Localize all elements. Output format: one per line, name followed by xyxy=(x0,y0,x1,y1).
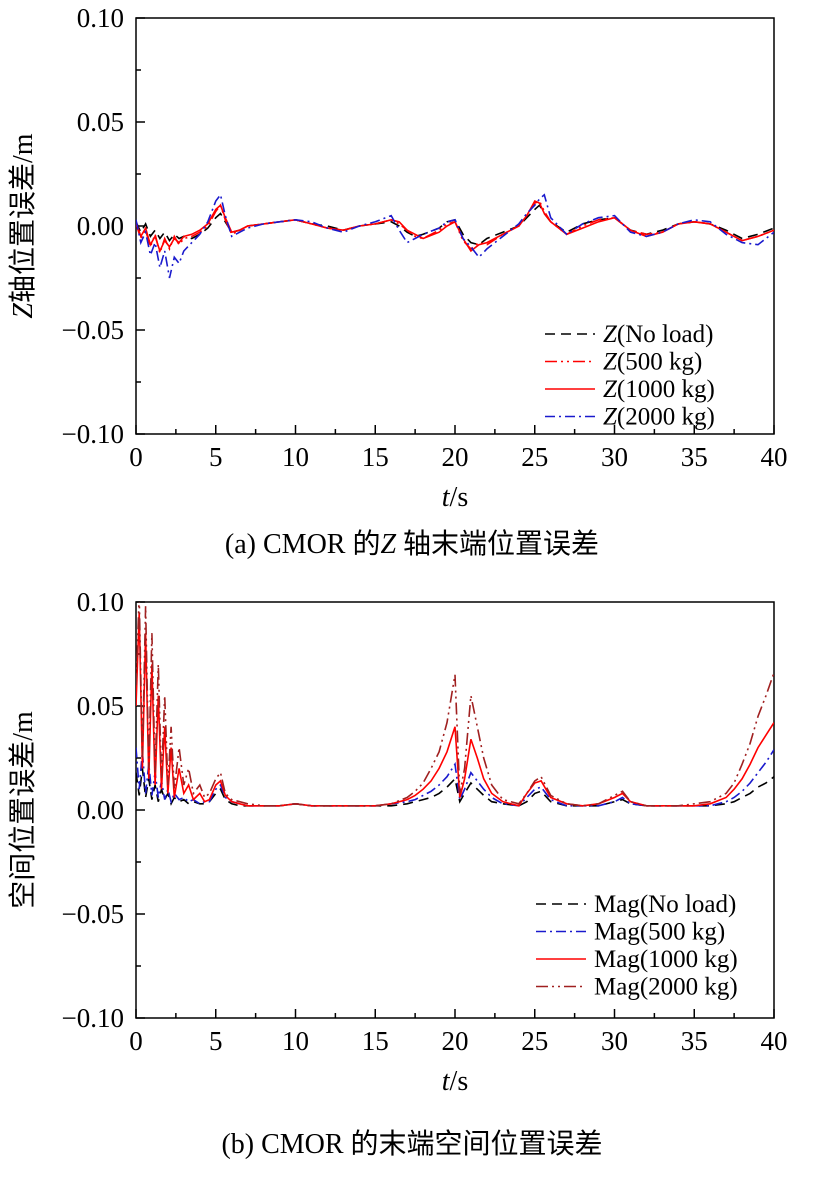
x-tick-label: 10 xyxy=(282,442,309,472)
legend-label-mag-no-load: Mag(No load) xyxy=(594,891,736,918)
y-axis-title: 空间位置误差/m xyxy=(7,711,39,909)
x-tick-label: 40 xyxy=(761,1026,788,1056)
x-tick-label: 10 xyxy=(282,1026,309,1056)
chart-a-caption: (a) CMOR 的Z 轴末端位置误差 xyxy=(0,522,824,562)
x-tick-label: 30 xyxy=(601,1026,628,1056)
chart-b: 0 5 10 15 20 25 30 35 40 0.10 0.05 0.00 −0.05 −0.10 t/… xyxy=(0,588,824,1162)
series-line-z-no-load xyxy=(136,203,774,246)
legend-label-mag-500kg: Mag(500 kg) xyxy=(594,919,725,946)
x-tick-label: 20 xyxy=(442,442,469,472)
x-tick-label: 0 xyxy=(129,442,143,472)
caption-a-pre: (a) CMOR 的 xyxy=(224,529,381,560)
caption-b-pre: (b) CMOR 的末端空间位置误差 xyxy=(221,1129,603,1160)
y-tick-label: −0.05 xyxy=(62,315,124,345)
series-line-mag-1000kg xyxy=(136,612,774,807)
series-line-z-2000kg xyxy=(136,192,774,279)
legend-label-z-no-load: Z(No load) xyxy=(603,321,713,348)
y-tick-label: −0.10 xyxy=(62,1003,124,1033)
x-tick-label: 25 xyxy=(521,442,548,472)
x-tick-label: 40 xyxy=(761,442,788,472)
chart-a-canvas: 0 5 10 15 20 25 30 35 40 0.10 0.05 0.00 −0.05 −0.10 t/… xyxy=(7,4,788,513)
caption-a-italic: Z xyxy=(380,529,397,560)
legend-label-z-1000kg: Z(1000 kg) xyxy=(603,376,715,403)
y-tick-label: 0.05 xyxy=(77,691,124,721)
x-tick-label: 25 xyxy=(521,1026,548,1056)
y-tick-label: 0.05 xyxy=(77,107,124,137)
axis-ticks xyxy=(135,17,775,435)
y-tick-label: −0.05 xyxy=(62,899,124,929)
series-line-mag-500kg xyxy=(136,747,774,807)
x-axis-title: t/s xyxy=(442,482,468,513)
y-axis-title: Z轴位置误差/m xyxy=(7,133,39,318)
y-tick-label: 0.10 xyxy=(77,588,124,617)
legend-label-mag-2000kg: Mag(2000 kg) xyxy=(594,974,738,1001)
y-tick-label: 0.00 xyxy=(77,795,124,825)
series-line-mag-no-load xyxy=(136,768,774,807)
chart-b-caption: (b) CMOR 的末端空间位置误差 xyxy=(0,1122,824,1162)
series-line-z-500kg xyxy=(136,199,774,256)
x-tick-label: 15 xyxy=(362,1026,389,1056)
x-tick-label: 15 xyxy=(362,442,389,472)
legend-label-z-500kg: Z(500 kg) xyxy=(603,349,702,376)
x-tick-label: 35 xyxy=(681,1026,708,1056)
x-axis-title: t/s xyxy=(442,1066,468,1097)
x-tick-label: 30 xyxy=(601,442,628,472)
chart-a: 0 5 10 15 20 25 30 35 40 0.10 0.05 0.00 −0.05 −0.10 t/… xyxy=(0,4,824,562)
series-line-mag-2000kg xyxy=(136,602,774,807)
x-tick-label: 5 xyxy=(209,1026,223,1056)
y-tick-label: 0.10 xyxy=(77,4,124,33)
x-tick-label: 0 xyxy=(129,1026,143,1056)
series-line-z-1000kg xyxy=(136,199,774,254)
legend-label-z-2000kg: Z(2000 kg) xyxy=(603,404,715,431)
y-tick-label: 0.00 xyxy=(77,211,124,241)
legend-label-mag-1000kg: Mag(1000 kg) xyxy=(594,946,738,973)
caption-a-post: 轴末端位置误差 xyxy=(396,529,600,560)
y-tick-label: −0.10 xyxy=(62,419,124,449)
x-tick-label: 20 xyxy=(442,1026,469,1056)
x-tick-label: 35 xyxy=(681,442,708,472)
x-tick-label: 5 xyxy=(209,442,223,472)
chart-b-canvas: 0 5 10 15 20 25 30 35 40 0.10 0.05 0.00 −0.05 −0.10 t/… xyxy=(7,588,788,1097)
